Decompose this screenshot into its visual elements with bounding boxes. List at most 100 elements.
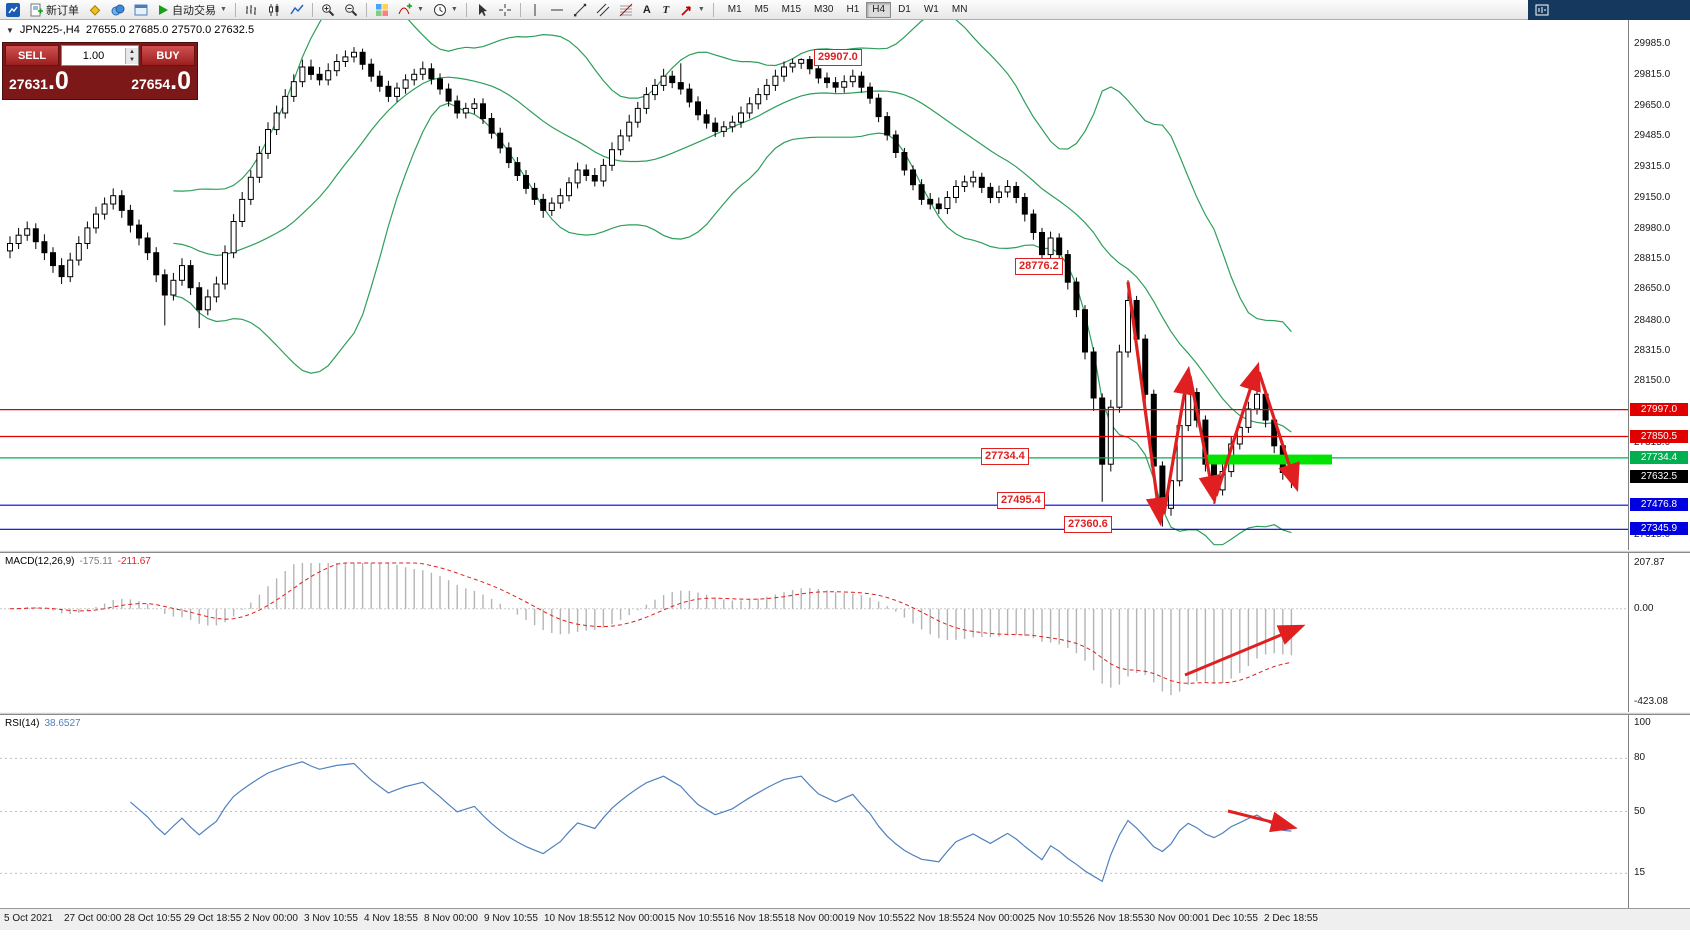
vertical-line-icon [534,3,536,16]
tile-windows-icon [375,3,388,16]
label-button[interactable]: T [657,1,675,19]
arrows-button[interactable]: ▼ [676,1,709,19]
volume-up-icon[interactable]: ▲ [126,47,138,56]
price-axis-tick: 28150.0 [1634,375,1671,387]
new-order-icon [30,3,43,16]
timeframe-mn[interactable]: MN [946,2,974,18]
clock-icon [433,3,446,16]
bar-chart-button[interactable] [240,1,262,19]
zoom-out-icon [345,3,358,16]
fibonacci-icon [619,3,633,16]
cursor-button[interactable] [471,1,493,19]
horizontal-line-button[interactable] [546,1,568,19]
price-axis-tick: 29150.0 [1634,191,1671,203]
price-axis-tick: 29815.0 [1634,69,1671,81]
zoom-in-button[interactable] [317,1,339,19]
timeframe-d1[interactable]: D1 [892,2,917,18]
rsi-level-tick: 50 [1634,805,1646,817]
crosshair-icon [498,3,511,16]
timeframe-h4[interactable]: H4 [866,1,892,18]
price-callout[interactable]: 27734.4 [981,448,1029,465]
time-axis-label: 16 Nov 18:55 [724,913,784,924]
indicators-button[interactable]: ▼ [394,1,428,19]
price-callout[interactable]: 28776.2 [1015,258,1063,275]
time-axis-label: 2 Dec 18:55 [1264,913,1318,924]
time-axis[interactable]: 5 Oct 2021 27 Oct 00:00 28 Oct 10:55 29 Oct… [0,908,1690,930]
crosshair-button[interactable] [494,1,516,19]
volume-spin-buttons[interactable]: ▲ ▼ [125,47,138,64]
fibonacci-button[interactable] [615,1,637,19]
buy-button[interactable]: BUY [141,45,195,66]
volume-value[interactable]: 1.00 [82,49,105,62]
timeframe-h1[interactable]: H1 [840,2,865,18]
one-click-toggle[interactable]: ▼ [6,25,14,35]
timeframe-m5[interactable]: M5 [749,2,775,18]
time-axis-label: 24 Nov 00:00 [964,913,1024,924]
price-level-badge: 27476.8 [1630,498,1688,512]
trendline-button[interactable] [569,1,591,19]
panel-separator[interactable] [0,550,1690,553]
marketwatch-button[interactable] [84,1,106,19]
vertical-line-button[interactable] [525,1,545,19]
time-axis-label: 15 Nov 10:55 [664,913,724,924]
rsi-panel[interactable]: RSI(14) 38.6527 [0,715,1628,908]
zoom-out-button[interactable] [340,1,362,19]
price-axis-tick: 28480.0 [1634,314,1671,326]
price-chart-svg[interactable] [0,20,1628,550]
time-axis-label: 25 Nov 10:55 [1024,913,1084,924]
time-axis-label: 18 Nov 00:00 [784,913,844,924]
panel-separator[interactable] [0,712,1690,715]
price-callout[interactable]: 27360.6 [1064,516,1112,533]
price-axis-tick: 28650.0 [1634,283,1671,295]
rsi-label: RSI(14) 38.6527 [5,718,81,729]
price-axis-tick: 29650.0 [1634,99,1671,111]
chart-symbol-ohlc: ▼ JPN225-,H4 27655.0 27685.0 27570.0 276… [6,24,254,36]
time-axis-label: 10 Nov 18:55 [544,913,604,924]
volume-down-icon[interactable]: ▼ [126,55,138,64]
periods-button[interactable]: ▼ [429,1,462,19]
macd-axis-tick: -423.08 [1634,696,1668,707]
terminal-button[interactable] [130,1,152,19]
price-axis-tick: 27815.0 [1634,437,1671,449]
price-axis[interactable]: 29985.0 29815.0 29650.0 29485.0 29315.0 29150… [1628,20,1690,908]
zoom-in-icon [322,3,335,16]
line-chart-icon [290,4,304,14]
sell-button[interactable]: SELL [5,45,59,66]
tile-windows-button[interactable] [371,1,393,19]
chevron-down-icon: ▼ [416,6,424,13]
chart-ohlc-values: 27655.0 27685.0 27570.0 27632.5 [85,24,255,36]
time-axis-label: 22 Nov 18:55 [904,913,964,924]
window-title-fragment [1528,0,1690,20]
new-order-button[interactable]: 新订单 [25,1,83,19]
chevron-down-icon: ▼ [697,6,705,13]
data-window-button[interactable] [107,1,129,19]
cursor-icon [478,3,487,16]
autotrade-label: 自动交易 [172,4,216,17]
autotrade-button[interactable]: 自动交易 ▼ [153,1,231,19]
macd-panel[interactable]: MACD(12,26,9) -175.11 -211.67 [0,553,1628,712]
text-button[interactable]: A [638,1,656,19]
line-chart-button[interactable] [286,1,308,19]
channel-button[interactable] [592,1,614,19]
chart-window-icon [1535,4,1549,16]
timeframe-m30[interactable]: M30 [808,2,839,18]
macd-svg[interactable] [0,553,1628,712]
one-click-trading-panel: SELL 1.00 ▲ ▼ BUY 27631.0 27654.0 [2,42,198,100]
price-chart-panel[interactable]: ▼ JPN225-,H4 27655.0 27685.0 27570.0 276… [0,20,1628,550]
new-order-label: 新订单 [46,4,79,17]
timeframe-w1[interactable]: W1 [918,2,945,18]
current-price-badge: 27632.5 [1630,469,1688,483]
price-axis-tick: 29985.0 [1634,38,1671,49]
price-callout[interactable]: 27495.4 [997,492,1045,509]
candle-chart-button[interactable] [263,1,285,19]
timeframe-m1[interactable]: M1 [722,2,748,18]
price-axis-tick: 28980.0 [1634,222,1671,234]
text-icon: A [642,3,651,16]
price-axis-tick: 29315.0 [1634,161,1671,173]
price-callout[interactable]: 29907.0 [814,49,862,66]
volume-stepper[interactable]: 1.00 ▲ ▼ [61,45,139,66]
timeframe-m15[interactable]: M15 [776,2,807,18]
rsi-svg[interactable] [0,715,1628,908]
time-axis-label: 8 Nov 00:00 [424,913,478,924]
